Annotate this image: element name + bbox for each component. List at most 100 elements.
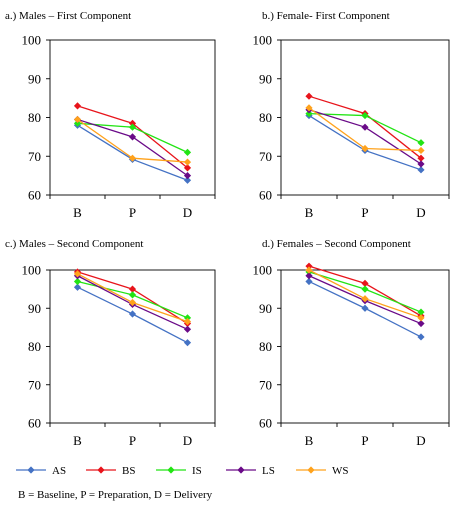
data-point-ws (305, 104, 313, 112)
data-point-ls (361, 123, 369, 131)
data-point-ls (128, 133, 137, 141)
data-point-bs (128, 285, 137, 293)
y-tick-label: 80 (28, 339, 41, 354)
x-tick-label: B (73, 433, 82, 448)
data-point-ws (73, 270, 82, 278)
x-tick-label: D (183, 433, 192, 448)
chart-panel-4: d.) Females – Second Component 60 70 80 90 10… (253, 238, 450, 448)
x-tick-label: P (361, 433, 368, 448)
data-point-is (73, 277, 82, 286)
y-tick-label: 80 (259, 339, 272, 354)
data-point-as (417, 166, 425, 174)
y-tick-label: 100 (22, 263, 42, 278)
y-tick-label: 70 (28, 377, 41, 392)
chart-title: a.) Males – First Component (5, 10, 131, 22)
chart-panel-1: a.) Males – First Component 60 70 80 90 100 B P… (5, 10, 216, 220)
x-tick-label: D (416, 205, 425, 220)
x-tick-label: B (73, 205, 82, 220)
y-tick-label: 100 (253, 33, 273, 48)
data-point-as (183, 339, 192, 347)
chart-panel-2: b.) Female- First Component 60 70 80 90 100 B P… (253, 10, 450, 220)
y-tick-label: 90 (259, 301, 272, 316)
x-tick-label: B (305, 205, 314, 220)
y-tick-label: 80 (28, 110, 41, 125)
data-point-ls (183, 172, 192, 180)
data-point-is (128, 291, 137, 299)
legend-marker-ws (307, 466, 315, 474)
data-point-is (361, 111, 369, 120)
chart-legend: AS BS IS LS WS (16, 465, 349, 477)
data-point-ls (417, 160, 425, 168)
chart-title: d.) Females – Second Component (262, 238, 411, 250)
x-tick-label: D (183, 205, 192, 220)
legend-label-is: IS (192, 465, 202, 477)
y-tick-label: 60 (28, 188, 41, 203)
data-point-as (361, 304, 369, 312)
data-point-bs (417, 154, 425, 162)
y-tick-label: 60 (28, 416, 41, 431)
data-point-is (73, 119, 82, 127)
data-point-ws (183, 158, 192, 166)
data-point-ws (128, 154, 137, 162)
data-point-as (128, 310, 137, 318)
plot-area-frame (49, 39, 216, 196)
y-tick-label: 60 (259, 416, 272, 431)
data-point-is (417, 308, 425, 316)
y-tick-label: 100 (22, 33, 42, 48)
y-tick-label: 70 (259, 149, 272, 164)
data-point-is (128, 123, 137, 131)
y-tick-label: 100 (253, 263, 273, 278)
data-point-bs (128, 119, 137, 127)
data-point-as (305, 277, 313, 286)
data-point-as (417, 333, 425, 341)
legend-label-as: AS (52, 465, 66, 477)
data-point-bs (73, 102, 82, 110)
data-point-ls (305, 272, 313, 280)
plot-area-frame (280, 269, 450, 424)
y-tick-label: 90 (259, 71, 272, 86)
data-point-ls (417, 319, 425, 328)
y-tick-label: 60 (259, 188, 272, 203)
data-point-as (183, 176, 192, 184)
data-point-is (361, 285, 369, 293)
chart-panel-3: c.) Males – Second Component 60 70 80 90 100 B… (5, 238, 216, 448)
y-tick-label: 90 (28, 71, 41, 86)
legend-marker-as (27, 466, 35, 474)
chart-footnote: B = Baseline, P = Preparation, D = Deliv… (18, 489, 213, 501)
data-point-ws (361, 295, 369, 303)
data-point-ws (417, 314, 425, 322)
x-tick-label: B (305, 433, 314, 448)
legend-label-bs: BS (122, 465, 135, 477)
chart-title: b.) Female- First Component (262, 10, 390, 22)
data-point-ws (305, 266, 313, 274)
y-tick-label: 70 (28, 149, 41, 164)
data-point-as (73, 283, 82, 291)
data-point-bs (361, 279, 369, 287)
data-point-ls (183, 325, 192, 333)
data-point-bs (183, 164, 192, 172)
data-point-ws (417, 146, 425, 155)
x-tick-label: P (361, 205, 368, 220)
legend-marker-is (167, 466, 175, 474)
x-tick-label: P (129, 433, 136, 448)
legend-label-ws: WS (332, 465, 349, 477)
data-point-is (417, 139, 425, 147)
data-point-is (183, 148, 192, 156)
x-tick-label: P (129, 205, 136, 220)
legend-label-ls: LS (262, 465, 275, 477)
data-point-bs (305, 92, 313, 100)
data-point-ws (361, 144, 369, 153)
y-tick-label: 80 (259, 110, 272, 125)
data-point-bs (305, 262, 313, 270)
x-tick-label: D (416, 433, 425, 448)
data-point-ws (183, 318, 192, 326)
y-tick-label: 90 (28, 301, 41, 316)
data-point-ws (128, 298, 137, 307)
y-tick-label: 70 (259, 377, 272, 392)
legend-marker-ls (237, 466, 245, 474)
data-point-is (305, 110, 313, 118)
legend-marker-bs (97, 466, 105, 474)
data-point-is (183, 314, 192, 322)
data-point-ws (73, 115, 82, 124)
